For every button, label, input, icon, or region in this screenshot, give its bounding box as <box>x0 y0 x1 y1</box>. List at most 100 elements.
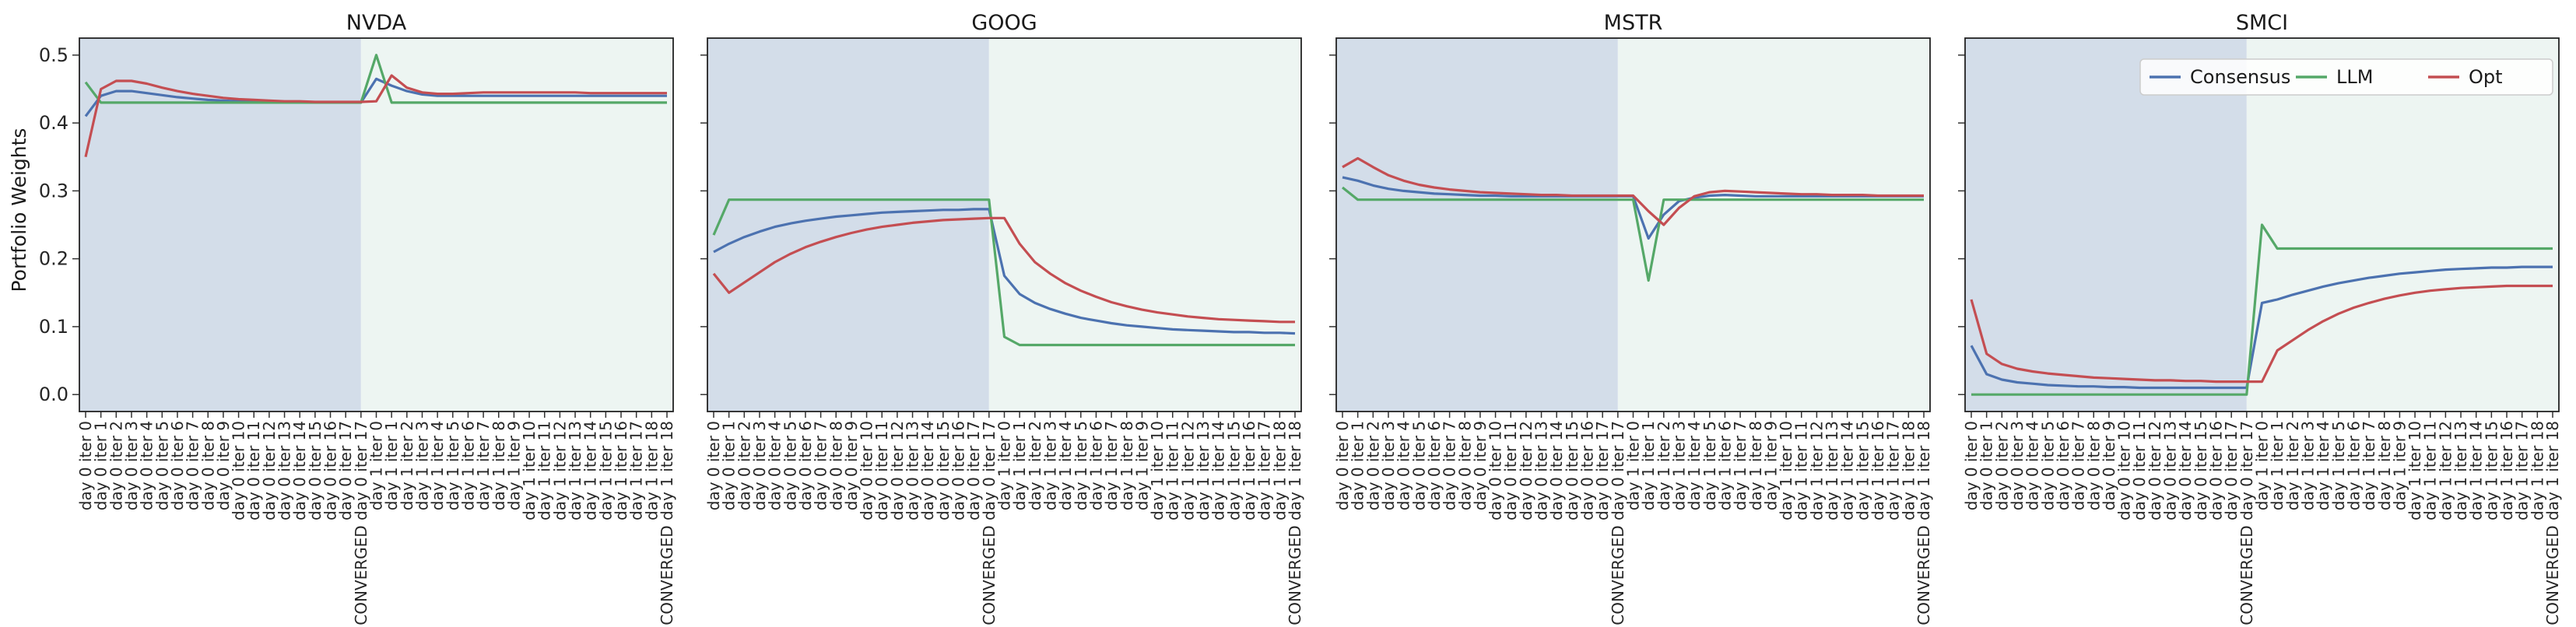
x-tick-label: CONVERGED day 1 iter 18 <box>1286 421 1304 625</box>
x-tick-label: day 1 iter 15 <box>1224 421 1243 520</box>
x-tick-label: day 0 iter 16 <box>949 421 968 520</box>
x-tick-label: day 1 iter 13 <box>1823 421 1841 520</box>
legend-label-llm: LLM <box>2336 66 2373 88</box>
x-tick-label: day 1 iter 16 <box>1240 421 1258 520</box>
x-tick-label: day 1 iter 2 <box>398 421 416 510</box>
phase-1-shading <box>360 38 673 412</box>
x-tick-label: day 1 iter 12 <box>550 421 569 520</box>
x-tick-label: day 1 iter 6 <box>1715 421 1734 510</box>
x-tick-label: day 0 iter 4 <box>2023 421 2042 510</box>
y-tick-label: 0.3 <box>39 180 68 201</box>
legend-box <box>2139 58 2553 96</box>
x-tick-label: day 1 iter 7 <box>2360 421 2378 510</box>
x-tick-label: day 0 iter 5 <box>781 421 799 510</box>
x-tick-label: day 1 iter 13 <box>2451 421 2470 520</box>
x-tick-label: day 0 iter 5 <box>1409 421 1428 510</box>
x-tick-label: day 0 iter 9 <box>2100 421 2118 510</box>
phase-0-shading <box>1965 38 2247 412</box>
x-tick-label: day 1 iter 13 <box>1194 421 1213 520</box>
x-tick-label: day 1 iter 9 <box>1761 421 1780 510</box>
x-tick-label: day 1 iter 1 <box>2268 421 2286 510</box>
x-tick-label: day 0 iter 12 <box>260 421 279 520</box>
x-tick-label: day 1 iter 8 <box>490 421 508 510</box>
x-tick-label: day 1 iter 17 <box>627 421 646 520</box>
x-tick-label: day 1 iter 18 <box>1899 421 1918 520</box>
x-tick-label: day 0 iter 0 <box>1962 421 1981 510</box>
x-tick-label: day 0 iter 8 <box>826 421 845 510</box>
x-tick-label: day 0 iter 13 <box>2161 421 2180 520</box>
x-tick-label: day 0 iter 15 <box>2192 421 2210 520</box>
x-tick-label: day 0 iter 5 <box>2038 421 2057 510</box>
x-tick-label: day 1 iter 1 <box>1639 421 1658 510</box>
x-tick-label: day 1 iter 15 <box>596 421 615 520</box>
x-tick-label: day 0 iter 12 <box>888 421 907 520</box>
x-tick-label: day 0 iter 8 <box>2084 421 2103 510</box>
axes-frame <box>707 37 1302 412</box>
x-tick-label: CONVERGED day 1 iter 18 <box>658 421 676 625</box>
x-tick-label: day 0 iter 2 <box>1363 421 1382 510</box>
y-tick-label: 0.0 <box>39 384 68 405</box>
x-tick-label: day 0 iter 2 <box>1992 421 2011 510</box>
x-tick-label: day 0 iter 14 <box>2176 421 2195 520</box>
x-tick-label: day 1 iter 10 <box>2406 421 2424 520</box>
x-tick-label: day 1 iter 4 <box>428 421 447 510</box>
x-tick-label: day 0 iter 7 <box>2069 421 2088 510</box>
x-tick-label: day 0 iter 15 <box>1563 421 1581 520</box>
x-tick-label: day 1 iter 5 <box>2329 421 2348 510</box>
x-tick-label: day 1 iter 11 <box>1792 421 1811 520</box>
x-tick-label: day 0 iter 10 <box>1486 421 1505 520</box>
x-tick-label: day 1 iter 14 <box>1209 421 1228 520</box>
x-tick-label: day 0 iter 6 <box>1425 421 1444 510</box>
x-tick-label: day 0 iter 11 <box>872 421 891 520</box>
series-line-llm <box>84 54 667 104</box>
x-tick-label: day 0 iter 13 <box>275 421 294 520</box>
x-tick-label: day 1 iter 6 <box>2344 421 2363 510</box>
x-tick-label: day 1 iter 7 <box>1102 421 1121 510</box>
x-tick-label: day 0 iter 7 <box>184 421 202 510</box>
x-tick-label: day 1 iter 14 <box>2467 421 2486 520</box>
x-tick-label: day 1 iter 4 <box>1056 421 1075 510</box>
x-tick-label: day 0 iter 14 <box>1547 421 1566 520</box>
x-tick-label: day 0 iter 14 <box>918 421 937 520</box>
axes-frame <box>1335 37 1931 412</box>
x-tick-label: day 1 iter 10 <box>1148 421 1167 520</box>
x-tick-label: day 1 iter 10 <box>1777 421 1795 520</box>
x-tick-label: day 1 iter 3 <box>1669 421 1688 510</box>
x-tick-label: day 0 iter 11 <box>1501 421 1520 520</box>
x-tick-label: day 0 iter 16 <box>321 421 340 520</box>
x-tick-label: CONVERGED day 0 iter 17 <box>352 421 370 625</box>
y-tick-label: 0.1 <box>39 316 68 338</box>
x-tick-label: day 0 iter 17 <box>1593 421 1612 520</box>
x-tick-label: day 1 iter 1 <box>1010 421 1029 510</box>
x-tick-label: day 1 iter 11 <box>2421 421 2440 520</box>
x-tick-label: day 0 iter 6 <box>2054 421 2072 510</box>
x-tick-label: day 1 iter 9 <box>2390 421 2409 510</box>
x-tick-label: day 0 iter 3 <box>750 421 769 510</box>
x-tick-label: day 1 iter 4 <box>1685 421 1704 510</box>
x-tick-label: day 0 iter 9 <box>214 421 233 510</box>
legend-label-consensus: Consensus <box>2190 66 2290 88</box>
series-line-consensus <box>713 208 1296 335</box>
x-tick-label: day 0 iter 9 <box>1471 421 1490 510</box>
x-tick-label: day 0 iter 16 <box>1578 421 1597 520</box>
x-tick-label: day 0 iter 7 <box>812 421 830 510</box>
panel-title: SMCI <box>2236 11 2288 35</box>
x-tick-label: day 1 iter 2 <box>1655 421 1673 510</box>
x-tick-label: day 1 iter 0 <box>2253 421 2272 510</box>
x-tick-label: CONVERGED day 0 iter 17 <box>980 421 998 625</box>
x-tick-label: day 0 iter 1 <box>92 421 111 510</box>
x-tick-label: day 1 iter 5 <box>1072 421 1090 510</box>
legend-label-opt: Opt <box>2469 66 2503 88</box>
legend: Consensus LLM Opt <box>2139 58 2553 96</box>
x-tick-label: day 1 iter 16 <box>612 421 630 520</box>
x-tick-label: day 0 iter 0 <box>1333 421 1352 510</box>
x-tick-label: day 0 iter 3 <box>122 421 141 510</box>
x-tick-label: day 1 iter 8 <box>2375 421 2394 510</box>
x-tick-label: day 1 iter 5 <box>444 421 462 510</box>
series-line-llm <box>1971 223 2553 396</box>
x-tick-label: day 1 iter 17 <box>1884 421 1903 520</box>
